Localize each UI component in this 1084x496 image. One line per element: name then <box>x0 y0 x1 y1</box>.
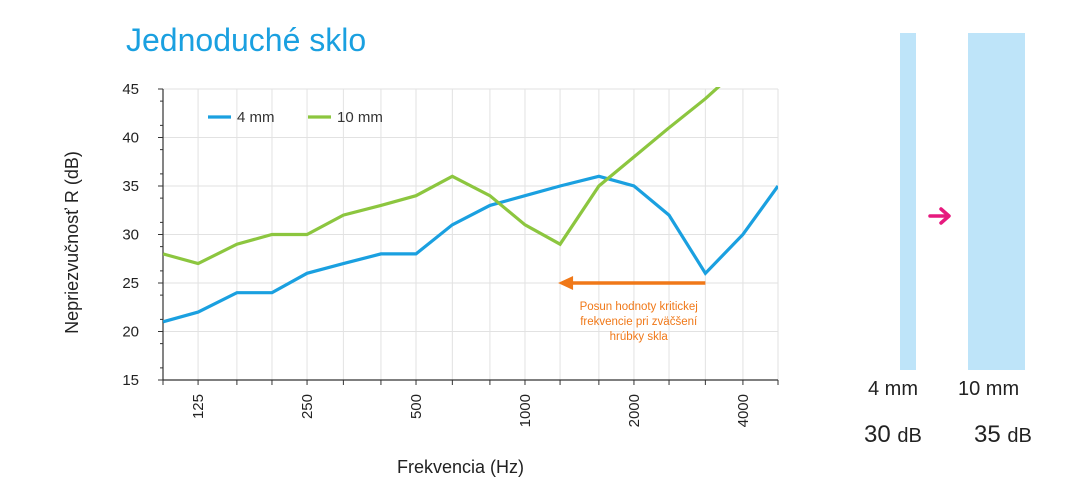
y-tick-label: 15 <box>122 372 139 389</box>
right-arrow-icon <box>928 207 951 225</box>
x-tick-label: 4000 <box>735 394 752 427</box>
annotation-text-line: Posun hodnoty kritickej <box>580 301 698 313</box>
y-tick-label: 25 <box>122 275 139 292</box>
y-axis-title: Nepriezvučnosť R (dB) <box>62 151 82 334</box>
glass-pane-10mm <box>968 33 1025 370</box>
x-tick-label: 125 <box>190 394 207 419</box>
db-number-4mm: 30 <box>864 421 891 448</box>
legend-label: 10 mm <box>337 109 383 126</box>
annotation-text-line: hrúbky skla <box>610 331 669 343</box>
thickness-label-4mm: 4 mm <box>868 378 918 400</box>
chart-title: Jednoduché sklo <box>126 22 367 58</box>
y-tick-label: 40 <box>122 130 139 147</box>
db-value-10mm: 35 dB <box>974 421 1032 449</box>
x-tick-label: 1000 <box>517 394 534 427</box>
x-tick-label: 250 <box>299 394 316 419</box>
glass-thickness-panel: 4 mm 10 mm 30 dB 35 dB <box>850 0 1084 496</box>
legend-label: 4 mm <box>237 109 275 126</box>
db-unit-4mm: dB <box>897 425 922 447</box>
db-value-4mm: 30 dB <box>864 421 922 449</box>
x-tick-label: 2000 <box>626 394 643 427</box>
x-tick-label: 500 <box>408 394 425 419</box>
x-axis-title: Frekvencia (Hz) <box>397 457 524 477</box>
series-line-10mm <box>163 87 721 266</box>
glass-pane-4mm <box>900 33 916 370</box>
db-number-10mm: 35 <box>974 421 1001 448</box>
y-tick-label: 35 <box>122 178 139 195</box>
y-tick-label: 30 <box>122 227 139 244</box>
db-unit-10mm: dB <box>1007 425 1032 447</box>
thickness-label-10mm: 10 mm <box>958 378 1020 400</box>
series-line-4mm <box>163 174 778 324</box>
annotation-arrowhead <box>558 276 574 290</box>
y-tick-label: 45 <box>122 81 139 98</box>
line-chart: 15 20 25 30 35 40 45 125 250 500 1000 2000 4000 Nepri… <box>62 81 779 477</box>
y-tick-label: 20 <box>122 324 139 341</box>
annotation-text-line: frekvencie pri zväčšení <box>580 316 698 328</box>
